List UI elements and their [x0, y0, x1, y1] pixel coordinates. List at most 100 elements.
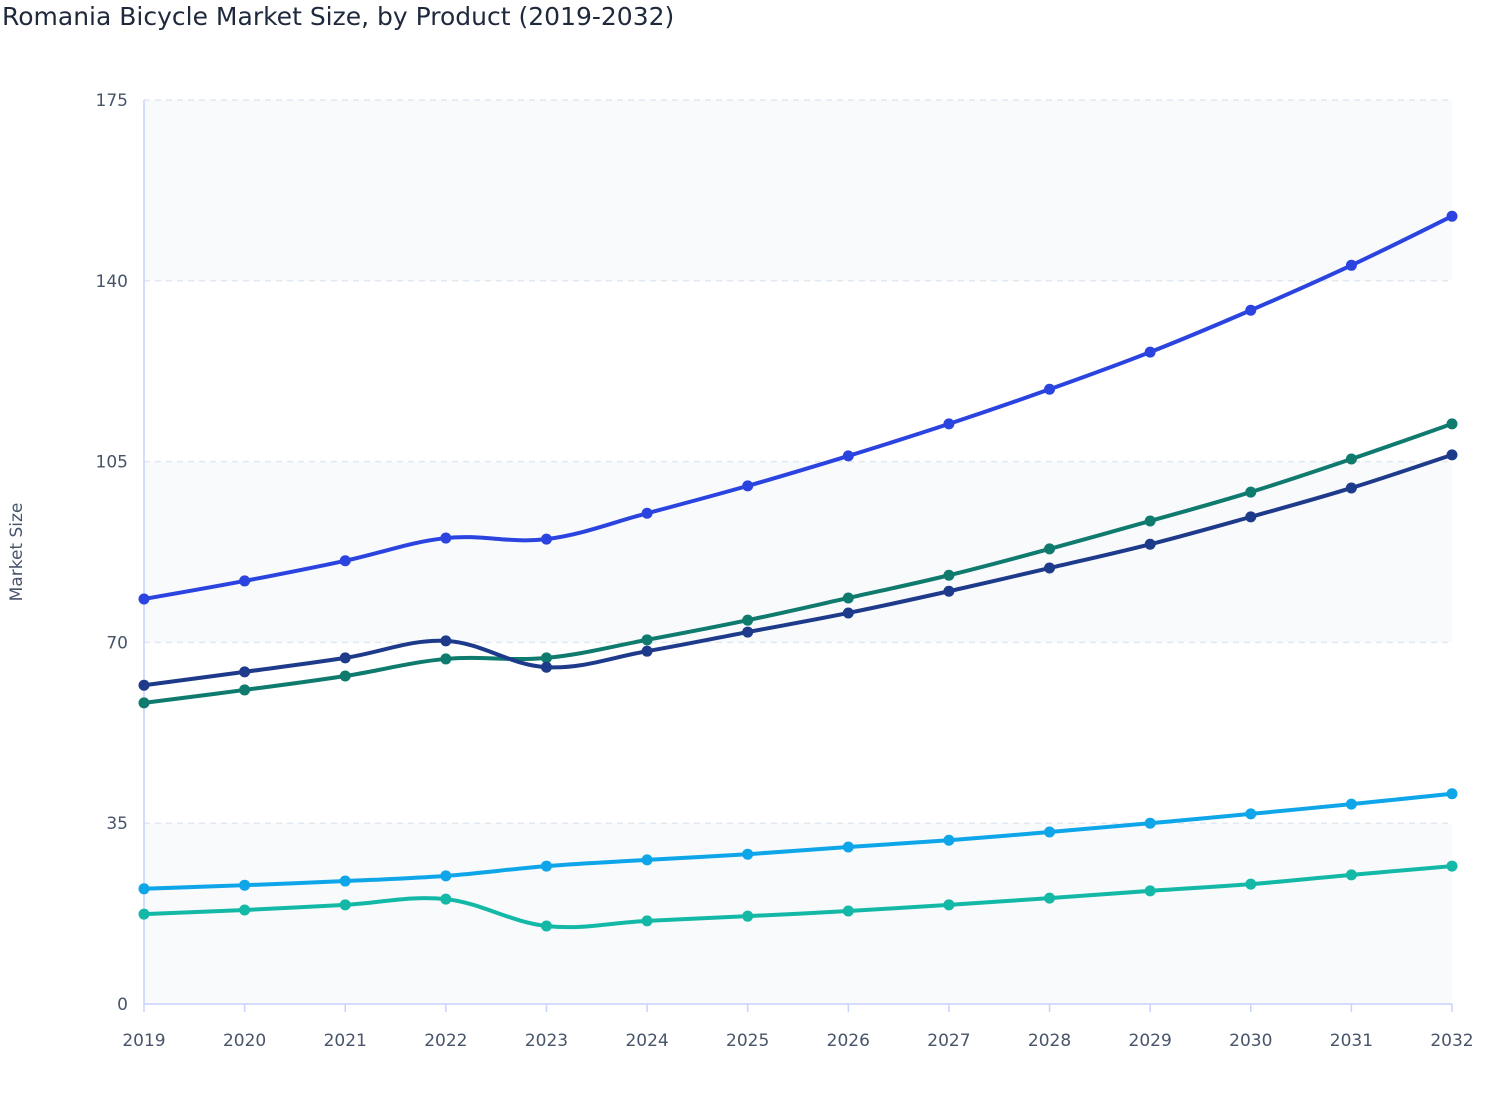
data-point [742, 480, 754, 492]
y-tick-label: 175 [96, 91, 128, 111]
data-point [540, 652, 552, 664]
data-point [1345, 798, 1357, 810]
data-point [1044, 562, 1056, 574]
data-point [842, 607, 854, 619]
data-point [339, 670, 351, 682]
data-point [1245, 511, 1257, 523]
data-point [339, 899, 351, 911]
data-point [1446, 788, 1458, 800]
y-tick-label: 70 [106, 633, 128, 653]
x-tick-label: 2022 [424, 1031, 467, 1051]
data-point [641, 634, 653, 646]
gridlines [144, 99, 1452, 824]
data-point [1446, 860, 1458, 872]
data-point [440, 532, 452, 544]
series-3 [138, 449, 1458, 691]
axes: 0 35 70 105 140 175 2019 2020 2021 2022 2023 2024 20… [96, 91, 1474, 1051]
series-line [142, 452, 1454, 688]
data-point [540, 533, 552, 545]
data-point [440, 870, 452, 882]
data-point [138, 908, 150, 920]
data-point [1044, 543, 1056, 555]
data-point [1245, 486, 1257, 498]
x-tick-label: 2026 [827, 1031, 870, 1051]
x-tick-label: 2030 [1229, 1031, 1272, 1051]
data-point [1345, 453, 1357, 465]
data-point [1144, 817, 1156, 829]
data-point [1446, 418, 1458, 430]
data-point [1345, 259, 1357, 271]
y-axis-label: Market Size [7, 503, 27, 602]
plot-band [144, 461, 1452, 643]
data-point [1144, 515, 1156, 527]
data-point [943, 569, 955, 581]
data-point [540, 920, 552, 932]
data-point [1044, 892, 1056, 904]
series-group [138, 210, 1458, 932]
data-point [239, 666, 251, 678]
x-tick-label: 2020 [223, 1031, 266, 1051]
y-tick-label: 0 [117, 995, 128, 1015]
data-point [239, 684, 251, 696]
data-point [641, 507, 653, 519]
data-point [943, 418, 955, 430]
data-point [440, 653, 452, 665]
data-point [742, 910, 754, 922]
data-point [842, 841, 854, 853]
data-point [239, 904, 251, 916]
x-tick-label: 2021 [324, 1031, 367, 1051]
data-point [138, 593, 150, 605]
data-point [138, 697, 150, 709]
data-point [239, 879, 251, 891]
data-point [1245, 808, 1257, 820]
data-point [842, 450, 854, 462]
series-5 [138, 860, 1458, 932]
data-point [1044, 826, 1056, 838]
data-point [641, 854, 653, 866]
data-point [339, 555, 351, 567]
series-1 [138, 210, 1458, 605]
data-point [1044, 383, 1056, 395]
series-2 [138, 418, 1458, 709]
series-4 [138, 788, 1458, 895]
data-point [1245, 304, 1257, 316]
x-tick-label: 2029 [1129, 1031, 1172, 1051]
x-tick-label: 2024 [625, 1031, 668, 1051]
y-tick-label: 105 [96, 453, 128, 473]
y-tick-label: 35 [106, 814, 128, 834]
data-point [641, 915, 653, 927]
x-tick-label: 2028 [1028, 1031, 1071, 1051]
data-point [440, 635, 452, 647]
data-point [742, 614, 754, 626]
x-tick-label: 2025 [726, 1031, 769, 1051]
x-tick-label: 2023 [525, 1031, 568, 1051]
data-point [239, 575, 251, 587]
data-point [943, 834, 955, 846]
series-line [142, 864, 1454, 930]
data-point [1144, 346, 1156, 358]
data-point [1345, 482, 1357, 494]
data-point [339, 652, 351, 664]
data-point [842, 592, 854, 604]
data-point [1245, 878, 1257, 890]
data-point [540, 661, 552, 673]
series-line [142, 214, 1454, 602]
data-point [138, 679, 150, 691]
data-point [742, 626, 754, 638]
data-point [339, 875, 351, 887]
data-point [540, 860, 552, 872]
data-point [1446, 449, 1458, 461]
x-tick-label: 2019 [122, 1031, 165, 1051]
data-point [742, 848, 754, 860]
x-tick-label: 2031 [1330, 1031, 1373, 1051]
data-point [1144, 538, 1156, 550]
data-point [641, 645, 653, 657]
data-point [1446, 210, 1458, 222]
data-point [943, 585, 955, 597]
series-line [142, 791, 1454, 891]
data-point [138, 883, 150, 895]
plot-bands [144, 100, 1452, 1004]
data-point [1345, 869, 1357, 881]
data-point [943, 899, 955, 911]
